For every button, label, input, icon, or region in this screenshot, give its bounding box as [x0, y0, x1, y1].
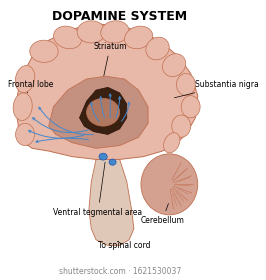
- Ellipse shape: [99, 153, 107, 160]
- Text: Ventral tegmental area: Ventral tegmental area: [53, 162, 143, 217]
- Ellipse shape: [163, 54, 186, 77]
- Ellipse shape: [181, 96, 200, 118]
- Ellipse shape: [124, 26, 153, 49]
- Ellipse shape: [141, 154, 198, 215]
- Ellipse shape: [172, 115, 191, 137]
- Ellipse shape: [176, 73, 196, 96]
- Ellipse shape: [146, 37, 169, 60]
- Polygon shape: [89, 159, 134, 245]
- Ellipse shape: [164, 133, 180, 153]
- Polygon shape: [16, 24, 198, 159]
- Text: DOPAMINE SYSTEM: DOPAMINE SYSTEM: [52, 10, 187, 23]
- Text: Frontal lobe: Frontal lobe: [9, 80, 54, 93]
- Polygon shape: [80, 87, 127, 134]
- Text: Substantia nigra: Substantia nigra: [174, 80, 259, 98]
- Ellipse shape: [15, 66, 35, 93]
- Ellipse shape: [30, 40, 58, 62]
- Ellipse shape: [13, 93, 32, 120]
- Ellipse shape: [101, 21, 129, 43]
- Ellipse shape: [86, 98, 120, 126]
- Text: Striatum: Striatum: [93, 41, 127, 76]
- Ellipse shape: [16, 123, 35, 146]
- Text: shutterstock.com · 1621530037: shutterstock.com · 1621530037: [59, 267, 181, 276]
- Text: Cerebellum: Cerebellum: [140, 204, 184, 225]
- Ellipse shape: [109, 159, 116, 165]
- Text: To spinal cord: To spinal cord: [98, 241, 151, 250]
- Ellipse shape: [77, 21, 106, 43]
- Polygon shape: [49, 76, 148, 148]
- Ellipse shape: [53, 26, 82, 49]
